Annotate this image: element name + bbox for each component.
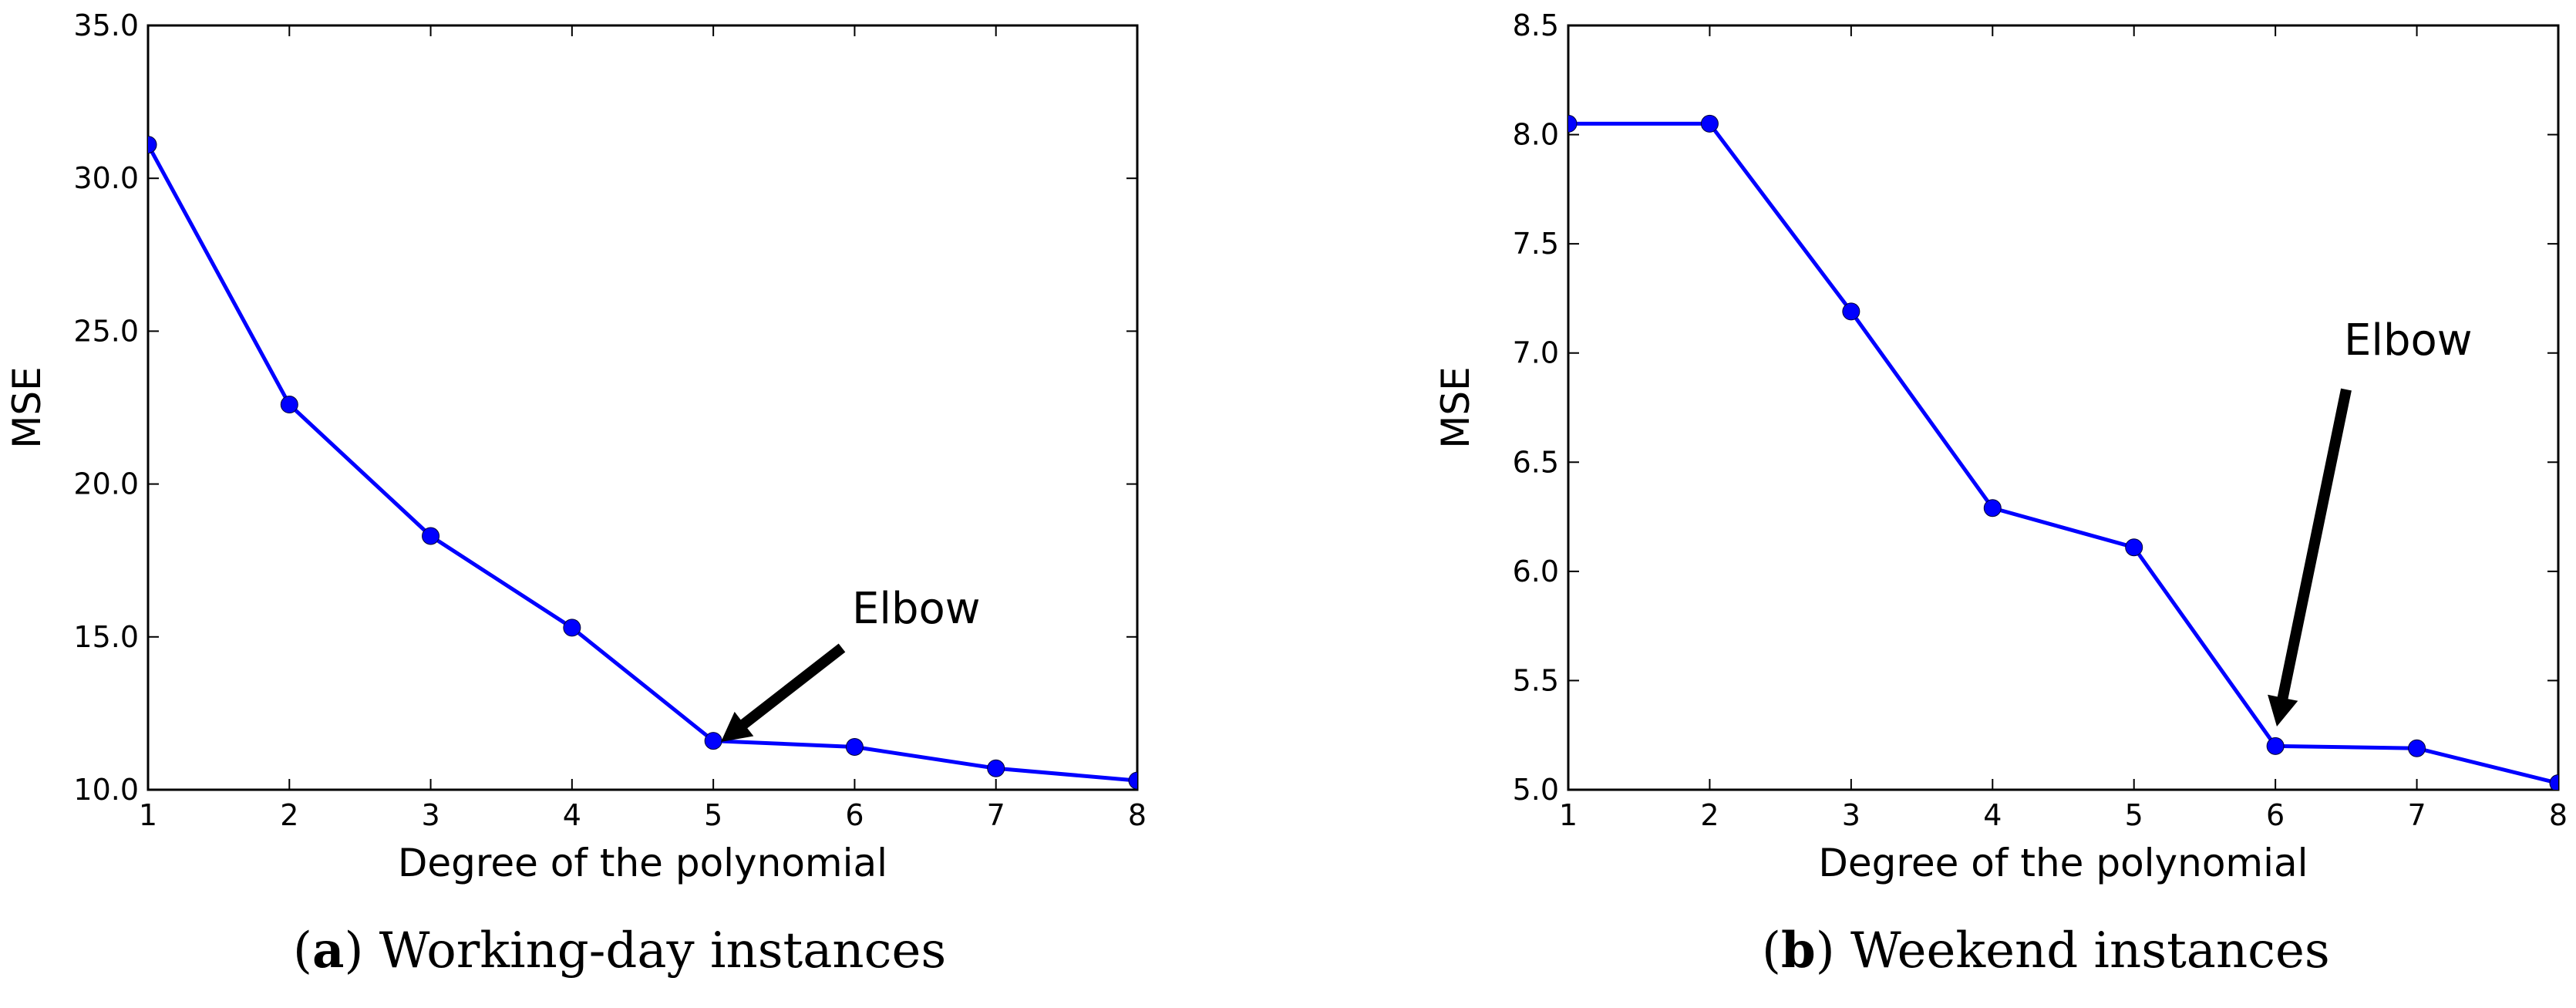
data-point-a-0 [148,136,157,154]
x-tick-label-b-2: 3 [1842,798,1860,832]
x-axis-label-b: Degree of the polynomial [1818,841,2308,885]
y-tick-label-b-2: 6.0 [1513,555,1559,588]
x-tick-label-a-1: 2 [280,798,298,832]
data-point-b-2 [1842,302,1860,321]
caption-a: (a) Working-day instances [293,922,947,979]
x-tick-label-b-4: 5 [2125,798,2143,832]
axes-frame-b [1567,24,2560,791]
x-tick-label-b-0: 1 [1559,798,1578,832]
y-tick-label-a-0: 10.0 [73,773,139,807]
x-tick-label-b-1: 2 [1700,798,1719,832]
axes-frame-a [146,24,1139,791]
data-point-a-2 [422,527,440,545]
x-tick-label-a-2: 3 [421,798,439,832]
x-tick-label-a-3: 4 [563,798,581,832]
elbow-annotation-a: Elbow [852,584,981,634]
x-tick-label-b-7: 8 [2549,798,2568,832]
x-axis-label-a: Degree of the polynomial [398,841,887,885]
elbow-annotation-b: Elbow [2344,315,2473,366]
x-tick-label-a-5: 6 [845,798,864,832]
series-line-a-0 [148,143,1137,783]
y-tick-label-b-3: 6.5 [1513,445,1559,479]
chart-a: 1 2 3 4 5 6 7 8 10.0 15.0 20.0 25.0 30.0 35.0 Degree o… [5,8,1147,885]
y-tick-label-b-4: 7.0 [1513,336,1559,370]
x-tick-label-a-7: 8 [1128,798,1147,832]
caption-b: (b) Weekend instances [1762,922,2330,979]
y-axis-label-b: MSE [1433,366,1478,448]
y-tick-label-a-4: 30.0 [73,161,139,195]
data-point-a-6 [987,759,1005,777]
caption-b-text: Weekend instances [1850,922,2330,979]
y-tick-label-b-1: 5.5 [1513,663,1559,697]
y-tick-label-a-3: 25.0 [73,314,139,348]
data-point-b-6 [2408,739,2426,757]
y-tick-label-b-7: 8.5 [1513,8,1559,42]
y-tick-label-b-0: 5.0 [1513,773,1559,807]
data-point-a-5 [845,738,864,757]
caption-a-letter: a [311,922,345,979]
data-point-b-7 [2549,774,2558,790]
y-tick-label-b-5: 7.5 [1513,227,1559,261]
elbow-arrow-b [2268,388,2352,727]
x-tick-label-b-3: 4 [1983,798,2002,832]
x-tick-label-a-6: 7 [987,798,1005,832]
elbow-arrow-a [721,643,846,742]
data-point-b-5 [2266,737,2285,755]
x-tick-label-a-0: 1 [139,798,157,832]
y-tick-label-a-2: 20.0 [73,467,139,501]
x-tick-label-b-5: 6 [2266,798,2285,832]
x-tick-label-a-4: 5 [704,798,722,832]
data-point-b-0 [1568,114,1578,133]
chart-b: 1 2 3 4 5 6 7 8 5.0 5.5 6.0 6.5 7.0 7.5 8.0 8.5 Degree o… [1433,8,2568,885]
y-tick-label-a-1: 15.0 [73,620,139,654]
data-point-a-7 [1128,771,1137,790]
data-point-a-3 [563,619,581,637]
data-point-b-4 [2125,538,2143,557]
data-point-b-1 [1700,114,1719,133]
caption-a-text: Working-day instances [379,922,947,979]
y-axis-label-a: MSE [5,366,49,448]
data-point-b-3 [1983,499,2002,517]
data-point-a-1 [280,396,298,414]
data-point-a-4 [704,732,722,750]
y-tick-label-b-6: 8.0 [1513,118,1559,152]
y-tick-label-a-5: 35.0 [73,8,139,42]
x-tick-label-b-6: 7 [2407,798,2426,832]
caption-b-letter: b [1780,922,1816,979]
series-line-b-0 [1568,121,2558,785]
